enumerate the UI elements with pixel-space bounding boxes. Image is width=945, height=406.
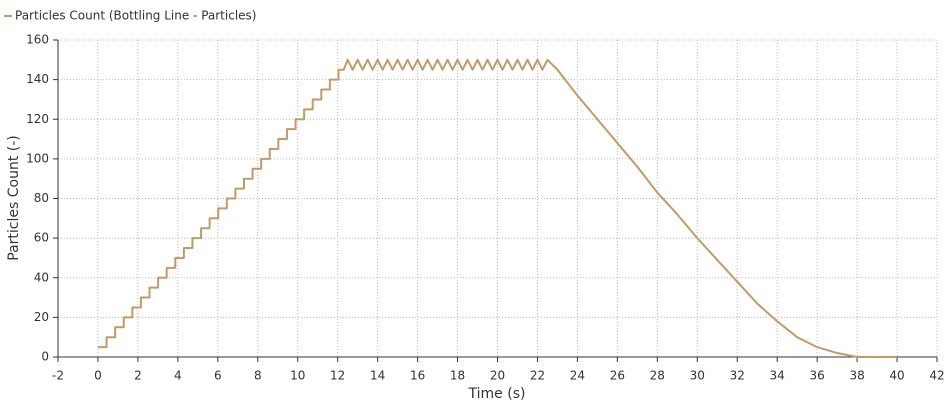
x-tick-label: 10 (290, 369, 305, 383)
x-axis-label: Time (s) (468, 386, 526, 402)
y-axis-label: Particles Count (-) (6, 135, 22, 260)
x-tick-label: 38 (849, 369, 864, 383)
x-tick-label: 42 (929, 369, 944, 383)
y-tick-label: 140 (26, 72, 49, 86)
x-tick-label: 8 (254, 369, 262, 383)
x-tick-label: -2 (52, 369, 64, 383)
y-tick-label: 0 (41, 350, 49, 364)
y-tick-label: 60 (34, 231, 49, 245)
data-line (97, 58, 898, 358)
x-tick-label: 2 (134, 369, 142, 383)
x-tick-label: 36 (809, 369, 824, 383)
x-tick-label: 28 (650, 369, 665, 383)
x-tick-label: 18 (450, 369, 465, 383)
x-tick-label: 24 (570, 369, 585, 383)
y-tick-label: 40 (34, 270, 49, 284)
x-tick-label: 0 (94, 369, 102, 383)
y-tick-label: 100 (26, 151, 49, 165)
y-tick-label: 20 (34, 310, 49, 324)
x-tick-label: 30 (690, 369, 705, 383)
x-tick-label: 34 (770, 369, 785, 383)
x-tick-label: 6 (214, 369, 222, 383)
x-tick-label: 32 (730, 369, 745, 383)
x-tick-label: 16 (410, 369, 425, 383)
x-tick-label: 26 (610, 369, 625, 383)
x-tick-label: 40 (889, 369, 904, 383)
x-tick-label: 12 (330, 369, 345, 383)
y-tick-label: 80 (34, 191, 49, 205)
y-tick-label: 160 (26, 33, 49, 47)
x-tick-label: 22 (530, 369, 545, 383)
x-tick-label: 14 (370, 369, 385, 383)
x-tick-label: 4 (174, 369, 182, 383)
x-tick-label: 20 (490, 369, 505, 383)
y-tick-label: 120 (26, 112, 49, 126)
legend-label[interactable]: Particles Count (Bottling Line - Particl… (15, 9, 256, 23)
